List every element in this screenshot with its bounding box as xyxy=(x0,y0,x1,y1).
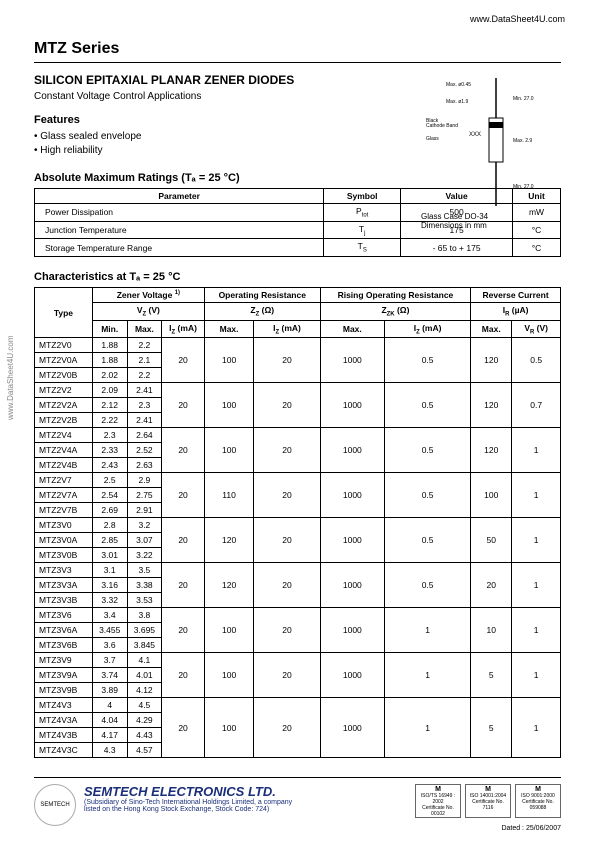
characteristics-table: TypeZener Voltage 1)Operating Resistance… xyxy=(34,287,561,758)
url-side: www.DataSheet4U.com xyxy=(6,336,15,420)
footer: SEMTECH SEMTECH ELECTRONICS LTD. (Subsid… xyxy=(34,777,561,826)
package-caption: Glass Case DO-34Dimensions in mm xyxy=(421,212,551,230)
svg-text:Min. 27.0: Min. 27.0 xyxy=(513,96,534,102)
svg-text:Max. ø1.9: Max. ø1.9 xyxy=(446,99,468,105)
svg-text:Max. 2.9: Max. 2.9 xyxy=(513,138,532,144)
cert-badge: MISO 9001:2000Certificate No. 059088 xyxy=(515,784,561,818)
company-name: SEMTECH ELECTRONICS LTD. xyxy=(84,784,407,799)
company-sub: (Subsidiary of Sino-Tech International H… xyxy=(84,799,407,813)
characteristics-heading: Characteristics at Tₐ = 25 °C xyxy=(34,271,561,283)
series-title: MTZ Series xyxy=(34,40,561,58)
svg-text:Glass: Glass xyxy=(426,136,439,142)
svg-text:Max. ø0.45: Max. ø0.45 xyxy=(446,82,471,88)
svg-text:Cathode Band: Cathode Band xyxy=(426,123,458,129)
package-diagram: XXX Max. ø0.45 Max. ø1.9 Min. 27.0 Black… xyxy=(421,78,551,228)
url-top: www.DataSheet4U.com xyxy=(470,14,565,24)
company-logo: SEMTECH xyxy=(34,784,76,826)
cert-badge: MISO/TS 16949 : 2002Certificate No. 0010… xyxy=(415,784,461,818)
divider xyxy=(34,62,561,63)
cert-badge: MISO 14001:2004Certificate No. 7116 xyxy=(465,784,511,818)
svg-text:Min. 27.0: Min. 27.0 xyxy=(513,184,534,190)
footer-date: Dated : 25/06/2007 xyxy=(501,825,561,832)
svg-text:XXX: XXX xyxy=(469,132,481,138)
